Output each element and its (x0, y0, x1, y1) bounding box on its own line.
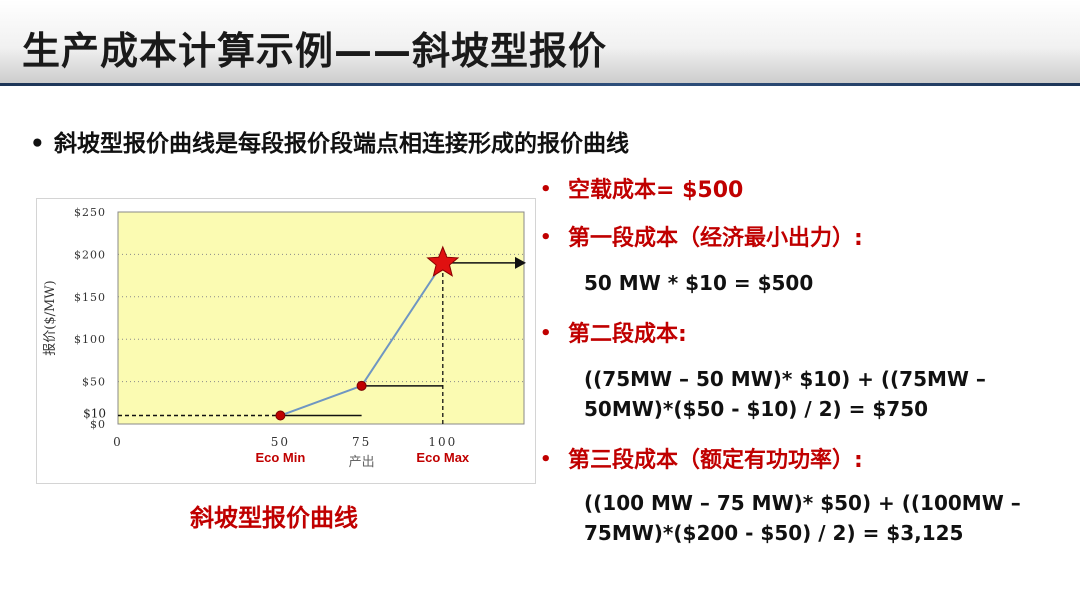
bullet-dot: • (540, 323, 552, 344)
arrow-head (515, 256, 526, 269)
segment1-calc: 50 MW * $10 = $500 (584, 271, 814, 295)
data-point-marker (356, 380, 367, 391)
title-underline (0, 83, 1080, 86)
main-bullet-text: 斜坡型报价曲线是每段报价段端点相连接形成的报价曲线 (54, 131, 629, 157)
chart-caption: 斜坡型报价曲线 (190, 504, 358, 532)
bullet-dot: • (540, 179, 552, 200)
no-load-cost: 空载成本= $500 (568, 178, 744, 203)
y-tick-label: $200 (74, 248, 106, 261)
title-bar (0, 0, 1080, 86)
y-annotation-label: $10 (83, 407, 106, 421)
x-axis-label: 产出 (349, 455, 375, 470)
no-load-cost-item: • 空载成本= $500 (540, 172, 743, 204)
y-tick-label: $100 (74, 333, 106, 346)
segment3-calc-line2: 75MW)*($200 - $50) / 2) = $3,125 (584, 521, 964, 545)
x-tick-label: 75 (352, 435, 371, 449)
bullet-dot: • (30, 131, 45, 157)
segment1-item: • 第一段成本（经济最小出力）: (540, 220, 863, 252)
plot-area (117, 211, 525, 425)
segment2-calc-line2: 50MW)*($50 - $10) / 2) = $750 (584, 397, 929, 421)
ramp-bid-chart: $0 $50 $100 $150 $200 $250 0 50 75 100 报价($/MW) 产出 $… (36, 198, 536, 484)
bullet-dot: • (540, 227, 552, 248)
y-tick-label: $250 (74, 206, 106, 219)
y-tick-label: $150 (74, 291, 106, 304)
data-point-marker (275, 410, 286, 421)
y-tick-label: $0 (90, 418, 106, 431)
slide-title: 生产成本计算示例——斜坡型报价 (22, 29, 608, 73)
segment2-title: 第二段成本: (568, 322, 687, 347)
bullet-dot: • (540, 449, 552, 470)
segment1-title: 第一段成本（经济最小出力）: (568, 226, 863, 251)
main-bullet: • 斜坡型报价曲线是每段报价段端点相连接形成的报价曲线 (30, 124, 629, 158)
segment2-item: • 第二段成本: (540, 316, 687, 348)
segment3-item: • 第三段成本（额定有功功率）: (540, 442, 863, 474)
x-tick-label: 50 (271, 435, 290, 449)
x-tick-label: 0 (113, 435, 123, 449)
x-tick-label: 100 (428, 435, 457, 449)
segment3-title: 第三段成本（额定有功功率）: (568, 448, 863, 473)
y-axis-label: 报价($/MW) (43, 280, 58, 355)
x-annotation-label: Eco Max (416, 450, 470, 465)
y-tick-label: $50 (82, 376, 106, 389)
segment3-calc-line1: ((100 MW – 75 MW)* $50) + ((100MW – (584, 491, 1021, 515)
segment2-calc-line1: ((75MW – 50 MW)* $10) + ((75MW – (584, 367, 986, 391)
x-annotation-label: Eco Min (255, 450, 305, 465)
eco-max-star-marker (426, 245, 460, 277)
